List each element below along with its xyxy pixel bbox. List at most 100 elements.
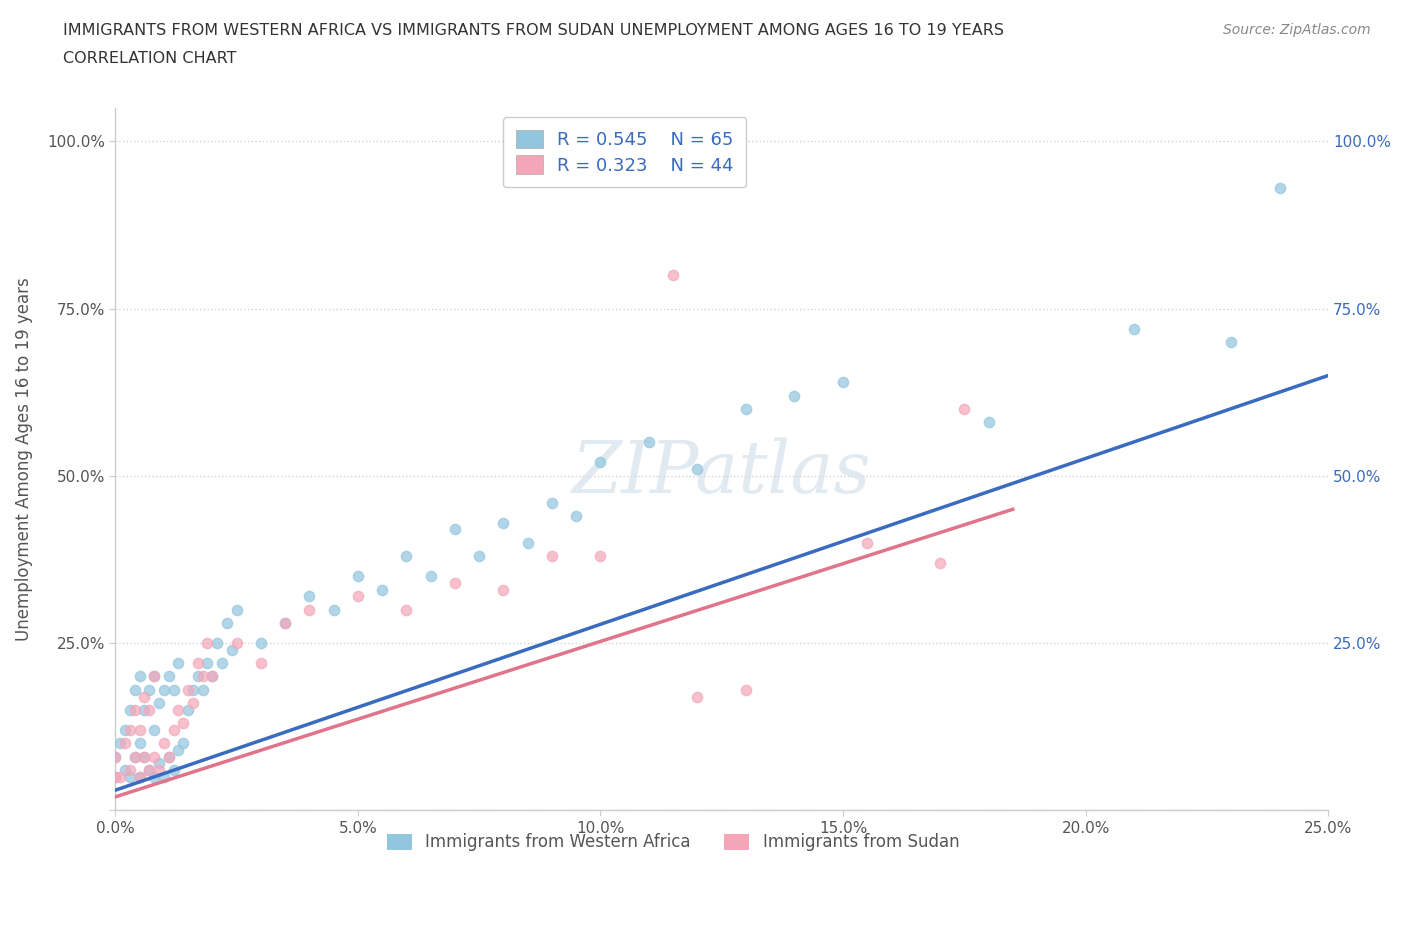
- Point: [162, 763, 184, 777]
- Point: [953, 402, 976, 417]
- Point: [118, 723, 141, 737]
- Point: [143, 769, 166, 784]
- Point: [187, 669, 209, 684]
- Point: [225, 602, 247, 617]
- Point: [143, 750, 166, 764]
- Point: [114, 723, 136, 737]
- Point: [197, 635, 219, 650]
- Point: [124, 750, 146, 764]
- Point: [197, 656, 219, 671]
- Point: [589, 455, 612, 470]
- Point: [167, 656, 190, 671]
- Point: [589, 549, 612, 564]
- Point: [929, 555, 952, 570]
- Point: [104, 750, 127, 764]
- Point: [181, 683, 204, 698]
- Point: [162, 683, 184, 698]
- Point: [143, 669, 166, 684]
- Point: [108, 769, 131, 784]
- Point: [686, 689, 709, 704]
- Point: [638, 435, 661, 450]
- Point: [143, 669, 166, 684]
- Point: [177, 683, 200, 698]
- Point: [686, 461, 709, 476]
- Point: [128, 669, 150, 684]
- Point: [162, 723, 184, 737]
- Point: [211, 656, 233, 671]
- Point: [395, 602, 418, 617]
- Point: [128, 769, 150, 784]
- Point: [138, 763, 160, 777]
- Point: [124, 702, 146, 717]
- Point: [104, 769, 127, 784]
- Point: [191, 669, 214, 684]
- Point: [157, 750, 180, 764]
- Point: [347, 569, 370, 584]
- Point: [298, 589, 321, 604]
- Point: [856, 536, 879, 551]
- Point: [565, 509, 588, 524]
- Point: [118, 769, 141, 784]
- Point: [187, 656, 209, 671]
- Point: [322, 602, 344, 617]
- Point: [274, 616, 297, 631]
- Text: ZIPatlas: ZIPatlas: [572, 438, 872, 509]
- Point: [201, 669, 224, 684]
- Point: [1268, 180, 1291, 195]
- Point: [104, 750, 127, 764]
- Point: [157, 669, 180, 684]
- Text: IMMIGRANTS FROM WESTERN AFRICA VS IMMIGRANTS FROM SUDAN UNEMPLOYMENT AMONG AGES : IMMIGRANTS FROM WESTERN AFRICA VS IMMIGR…: [63, 23, 1004, 38]
- Point: [138, 683, 160, 698]
- Point: [274, 616, 297, 631]
- Point: [201, 669, 224, 684]
- Point: [516, 536, 538, 551]
- Point: [128, 769, 150, 784]
- Point: [148, 763, 170, 777]
- Point: [181, 696, 204, 711]
- Point: [215, 616, 238, 631]
- Point: [172, 736, 194, 751]
- Point: [221, 643, 243, 658]
- Text: Source: ZipAtlas.com: Source: ZipAtlas.com: [1223, 23, 1371, 37]
- Point: [735, 402, 758, 417]
- Point: [419, 569, 441, 584]
- Point: [298, 602, 321, 617]
- Point: [134, 702, 156, 717]
- Point: [153, 736, 176, 751]
- Point: [735, 683, 758, 698]
- Point: [205, 635, 228, 650]
- Point: [134, 750, 156, 764]
- Point: [108, 736, 131, 751]
- Point: [153, 769, 176, 784]
- Point: [444, 576, 467, 591]
- Y-axis label: Unemployment Among Ages 16 to 19 years: Unemployment Among Ages 16 to 19 years: [15, 277, 32, 641]
- Point: [118, 702, 141, 717]
- Point: [468, 549, 491, 564]
- Point: [977, 415, 1000, 430]
- Point: [783, 388, 806, 403]
- Point: [157, 750, 180, 764]
- Point: [172, 716, 194, 731]
- Point: [492, 515, 515, 530]
- Point: [371, 582, 394, 597]
- Point: [250, 635, 273, 650]
- Point: [347, 589, 370, 604]
- Point: [492, 582, 515, 597]
- Point: [148, 696, 170, 711]
- Point: [153, 683, 176, 698]
- Point: [134, 750, 156, 764]
- Point: [124, 750, 146, 764]
- Point: [541, 549, 564, 564]
- Point: [1123, 321, 1146, 336]
- Point: [167, 743, 190, 758]
- Point: [114, 736, 136, 751]
- Point: [128, 736, 150, 751]
- Point: [138, 702, 160, 717]
- Point: [541, 495, 564, 510]
- Point: [114, 763, 136, 777]
- Point: [118, 763, 141, 777]
- Point: [138, 763, 160, 777]
- Point: [143, 723, 166, 737]
- Point: [128, 723, 150, 737]
- Point: [191, 683, 214, 698]
